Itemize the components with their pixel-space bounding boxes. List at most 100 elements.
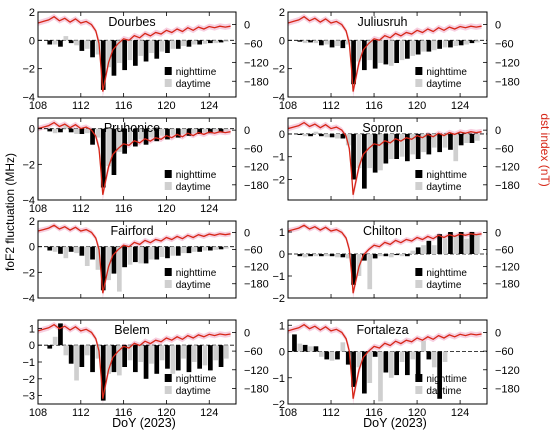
- dst-tick-label-2: −120: [495, 365, 520, 377]
- nighttime-bar-2: [58, 128, 63, 133]
- dst-line: [288, 15, 482, 92]
- dst-tick-label-2: −120: [495, 162, 520, 174]
- dst-line: [38, 224, 231, 294]
- daytime-bar-1: [52, 246, 58, 252]
- daytime-bar-9: [95, 40, 101, 55]
- legend-swatch-nighttime: [164, 67, 172, 75]
- nighttime-bar-24: [175, 128, 181, 138]
- nighttime-bar-6: [329, 133, 335, 138]
- nighttime-bar-26: [437, 40, 442, 49]
- daytime-bar-17: [138, 128, 144, 140]
- daytime-bar-15: [127, 128, 133, 143]
- daytime-bar-20: [399, 351, 405, 362]
- dst-tick-label-3: −180: [495, 383, 520, 395]
- daytime-bar-5: [74, 40, 79, 46]
- nighttime-bar-0: [292, 334, 297, 352]
- dst-tick-label-1: −60: [244, 346, 263, 358]
- x-tick-label-1: 112: [322, 407, 340, 419]
- daytime-bar-23: [170, 345, 176, 374]
- nighttime-bar-10: [351, 133, 356, 180]
- x-tick-label-0: 108: [279, 407, 297, 419]
- nighttime-bar-6: [329, 254, 335, 257]
- y-tick-label-1: −2: [22, 267, 35, 279]
- y-tick-label-1: −2: [22, 374, 35, 386]
- nighttime-bar-28: [448, 232, 453, 254]
- daytime-bar-25: [431, 245, 437, 254]
- y-tick-label-1: −2: [272, 64, 285, 76]
- nighttime-bar-20: [154, 246, 160, 260]
- nighttime-bar-28: [197, 345, 202, 369]
- daytime-bar-31: [464, 238, 469, 254]
- daytime-bar-5: [74, 128, 79, 134]
- y-tick-label-2: 0: [279, 129, 285, 141]
- nighttime-bar-2: [308, 40, 313, 43]
- nighttime-bar-16: [133, 246, 138, 263]
- nighttime-bar-30: [208, 246, 213, 251]
- x-tick-label-2: 116: [115, 100, 133, 112]
- daytime-bar-3: [313, 40, 319, 44]
- daytime-bar-33: [224, 345, 229, 359]
- daytime-bar-17: [138, 40, 144, 56]
- nighttime-bar-0: [297, 254, 303, 257]
- nighttime-bar-8: [340, 133, 346, 139]
- y-tick-label-0: −2: [272, 175, 285, 187]
- dst-tick-label-1: −60: [244, 143, 263, 155]
- daytime-bar-14: [367, 351, 373, 383]
- daytime-bar-21: [410, 40, 416, 56]
- daytime-bar-1: [297, 343, 303, 352]
- y-tick-label-2: 0: [29, 35, 35, 47]
- legend-label-nighttime: nighttime: [176, 268, 217, 279]
- daytime-bar-29: [453, 236, 459, 254]
- x-tick-label-4: 124: [200, 203, 218, 215]
- panel-fairford: −4 −2 0 2 0 −60 −120 −180 Fairford nighttimedayti…: [22, 216, 268, 305]
- dst-tick-label-0: 0: [495, 20, 501, 32]
- daytime-bar-1: [52, 128, 58, 134]
- nighttime-bar-2: [58, 40, 63, 47]
- nighttime-bar-25: [426, 351, 432, 360]
- nighttime-bar-6: [324, 351, 330, 360]
- legend-label-daytime: daytime: [176, 280, 211, 291]
- daytime-bar-33: [224, 128, 229, 131]
- daytime-bar-23: [170, 246, 176, 256]
- legend-swatch-daytime: [415, 79, 423, 87]
- daytime-bar-11: [106, 345, 111, 374]
- y-tick-label-3: 2: [29, 7, 35, 19]
- daytime-bar-17: [388, 40, 394, 66]
- daytime-bar-15: [127, 345, 133, 361]
- daytime-bar-5: [74, 246, 79, 254]
- nighttime-bar-28: [448, 40, 453, 48]
- daytime-bar-25: [181, 345, 186, 359]
- daytime-bar-21: [410, 133, 416, 155]
- nighttime-bar-4: [319, 254, 324, 257]
- daytime-bar-22: [410, 351, 416, 360]
- nighttime-bar-6: [79, 246, 85, 256]
- daytime-bar-1: [302, 133, 308, 137]
- daytime-bar-33: [224, 40, 229, 42]
- x-tick-label-0: 108: [279, 100, 297, 112]
- nighttime-bar-4: [68, 246, 74, 252]
- nighttime-bar-12: [111, 345, 117, 373]
- daytime-bar-21: [159, 128, 165, 136]
- nighttime-bar-12: [111, 128, 117, 175]
- legend-swatch-daytime: [415, 386, 423, 394]
- y-tick-label-2: −1: [22, 357, 35, 369]
- daytime-bar-31: [213, 246, 218, 250]
- nighttime-bar-18: [394, 254, 399, 256]
- daytime-bar-15: [378, 254, 383, 257]
- daytime-bar-1: [52, 336, 58, 346]
- nighttime-bar-20: [405, 133, 410, 162]
- nighttime-bar-8: [90, 246, 95, 260]
- nighttime-bar-18: [143, 40, 149, 62]
- daytime-bar-7: [84, 246, 90, 266]
- daytime-bar-27: [442, 133, 448, 148]
- nighttime-bar-28: [448, 133, 453, 150]
- y-tick-label-0: −4: [272, 92, 285, 104]
- nighttime-bar-4: [68, 128, 74, 133]
- y-tick-label-1: −2: [22, 64, 35, 76]
- left-axis-title: foF2 fluctuation (MHz): [3, 153, 17, 271]
- x-tick-label-3: 120: [157, 407, 175, 419]
- nighttime-bar-32: [469, 40, 475, 44]
- legend-swatch-daytime: [164, 79, 172, 87]
- panel-title: Sopron: [362, 121, 402, 135]
- dst-tick-label-2: −120: [495, 57, 520, 69]
